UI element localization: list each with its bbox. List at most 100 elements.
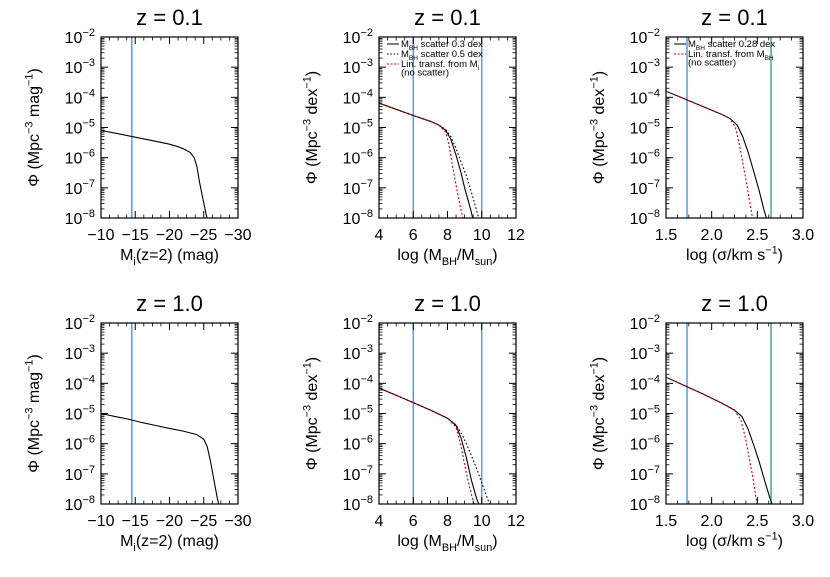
legend-entry: Lin. transf. from Mi: [401, 59, 479, 72]
y-tick-label: 10−7: [630, 178, 660, 198]
y-tick-label: 10−6: [65, 434, 95, 454]
panel-title: z = 0.1: [136, 5, 203, 30]
plot-frame: [378, 322, 517, 505]
y-tick-label: 10−6: [630, 434, 660, 454]
y-tick-label: 10−2: [343, 313, 373, 333]
x-tick-label: −10: [87, 227, 114, 244]
y-tick-label: 10−3: [65, 343, 95, 363]
y-tick-label: 10−7: [343, 464, 373, 484]
panel-title: z = 1.0: [701, 291, 768, 316]
y-tick-label: 10−5: [343, 118, 373, 138]
x-axis-label: log (MBH/Msun): [397, 533, 497, 554]
y-tick-label: 10−2: [65, 313, 95, 333]
plot-frame: [100, 36, 239, 219]
y-tick-label: 10−4: [65, 87, 95, 107]
y-axis-label: Φ (Mpc−3 dex−1): [588, 357, 608, 470]
x-tick-label: −30: [224, 513, 251, 530]
y-tick-label: 10−3: [630, 343, 660, 363]
y-axis-label: Φ (Mpc−3 mag−1): [23, 354, 43, 473]
series-line: [666, 90, 767, 218]
x-tick-label: −20: [156, 513, 183, 530]
x-tick-label: −30: [224, 227, 251, 244]
series-line: [101, 129, 208, 218]
x-tick-label: −25: [190, 513, 217, 530]
x-tick-label: −10: [87, 513, 114, 530]
panel-title: z = 1.0: [136, 291, 203, 316]
x-axis-label: log (σ/km s−1): [686, 244, 783, 264]
x-tick-label: 10: [473, 513, 491, 530]
y-tick-label: 10−5: [630, 118, 660, 138]
x-tick-label: 4: [375, 513, 384, 530]
series-line: [666, 376, 773, 504]
panel-title: z = 0.1: [414, 5, 481, 30]
panel-title: z = 0.1: [701, 5, 768, 30]
y-tick-label: 10−2: [65, 27, 95, 47]
x-tick-label: 1.5: [655, 227, 677, 244]
y-tick-label: 10−2: [343, 27, 373, 47]
series-line: [379, 102, 464, 218]
chart-panel: 10−8 10−7 10−6 10−5 10−4 10−3 10−2 −10 −15 −20 −25…: [23, 5, 251, 268]
chart-panel: 10−8 10−7 10−6 10−5 10−4 10−3 10−2 1.5 2.0 2.5 3.0…: [588, 291, 814, 550]
y-tick-label: 10−5: [65, 404, 95, 424]
y-tick-label: 10−4: [630, 87, 660, 107]
y-tick-label: 10−7: [343, 178, 373, 198]
series-line: [666, 376, 758, 504]
x-tick-label: 12: [507, 513, 525, 530]
legend-entry: MBH scatter 0.5 dex: [401, 49, 483, 62]
y-tick-label: 10−3: [630, 57, 660, 77]
x-tick-label: 1.5: [655, 513, 677, 530]
x-tick-label: 3.0: [792, 513, 814, 530]
y-axis-label: Φ (Mpc−3 mag−1): [23, 68, 43, 187]
x-tick-label: 12: [507, 227, 525, 244]
legend-entry: MBH scatter 0.28 dex: [688, 39, 775, 52]
y-axis-label: Φ (Mpc−3 dex−1): [301, 357, 321, 470]
y-tick-label: 10−7: [65, 464, 95, 484]
y-tick-label: 10−8: [630, 208, 660, 228]
x-tick-label: 2.5: [746, 227, 768, 244]
x-tick-label: 6: [409, 513, 418, 530]
y-tick-label: 10−6: [343, 434, 373, 454]
x-tick-label: −20: [156, 227, 183, 244]
y-tick-label: 10−5: [630, 404, 660, 424]
series-line: [379, 387, 475, 504]
x-tick-label: 2.0: [701, 227, 723, 244]
x-axis-label: Mi(z=2) (mag): [120, 247, 219, 268]
legend-entry-note: (no scatter): [688, 58, 736, 69]
x-tick-label: 8: [443, 227, 452, 244]
y-tick-label: 10−4: [630, 373, 660, 393]
chart-panel: 10−8 10−7 10−6 10−5 10−4 10−3 10−2 4 6 8 10 12 z = 0…: [301, 5, 525, 268]
x-tick-label: 3.0: [792, 227, 814, 244]
series-line: [379, 387, 491, 504]
y-tick-label: 10−8: [630, 494, 660, 514]
y-tick-label: 10−3: [65, 57, 95, 77]
y-tick-label: 10−3: [343, 57, 373, 77]
y-tick-label: 10−4: [65, 373, 95, 393]
x-tick-label: 2.5: [746, 513, 768, 530]
legend-entry-note: (no scatter): [401, 68, 449, 79]
x-tick-label: 10: [473, 227, 491, 244]
x-tick-label: −25: [190, 227, 217, 244]
x-tick-label: 2.0: [701, 513, 723, 530]
y-tick-label: 10−4: [343, 87, 373, 107]
y-tick-label: 10−7: [65, 178, 95, 198]
y-tick-label: 10−6: [65, 148, 95, 168]
y-axis-label: Φ (Mpc−3 dex−1): [301, 71, 321, 184]
x-axis-label: log (MBH/Msun): [397, 247, 497, 268]
x-axis-label: Mi(z=2) (mag): [120, 533, 219, 554]
y-tick-label: 10−6: [630, 148, 660, 168]
x-tick-label: −15: [122, 227, 149, 244]
y-tick-label: 10−8: [65, 494, 95, 514]
y-tick-label: 10−5: [65, 118, 95, 138]
chart-panel: 10−8 10−7 10−6 10−5 10−4 10−3 10−2 4 6 8 10 12 z = 1…: [301, 291, 525, 554]
x-tick-label: 8: [443, 513, 452, 530]
y-tick-label: 10−6: [343, 148, 373, 168]
x-tick-label: 4: [375, 227, 384, 244]
y-tick-label: 10−2: [630, 27, 660, 47]
series-line: [379, 102, 480, 218]
y-tick-label: 10−8: [65, 208, 95, 228]
chart-panel: 10−8 10−7 10−6 10−5 10−4 10−3 10−2 −10 −15 −20 −25…: [23, 291, 251, 554]
chart-panel: 10−8 10−7 10−6 10−5 10−4 10−3 10−2 1.5 2.0 2.5 3.0…: [588, 5, 814, 264]
y-axis-label: Φ (Mpc−3 dex−1): [588, 71, 608, 184]
panel-title: z = 1.0: [414, 291, 481, 316]
